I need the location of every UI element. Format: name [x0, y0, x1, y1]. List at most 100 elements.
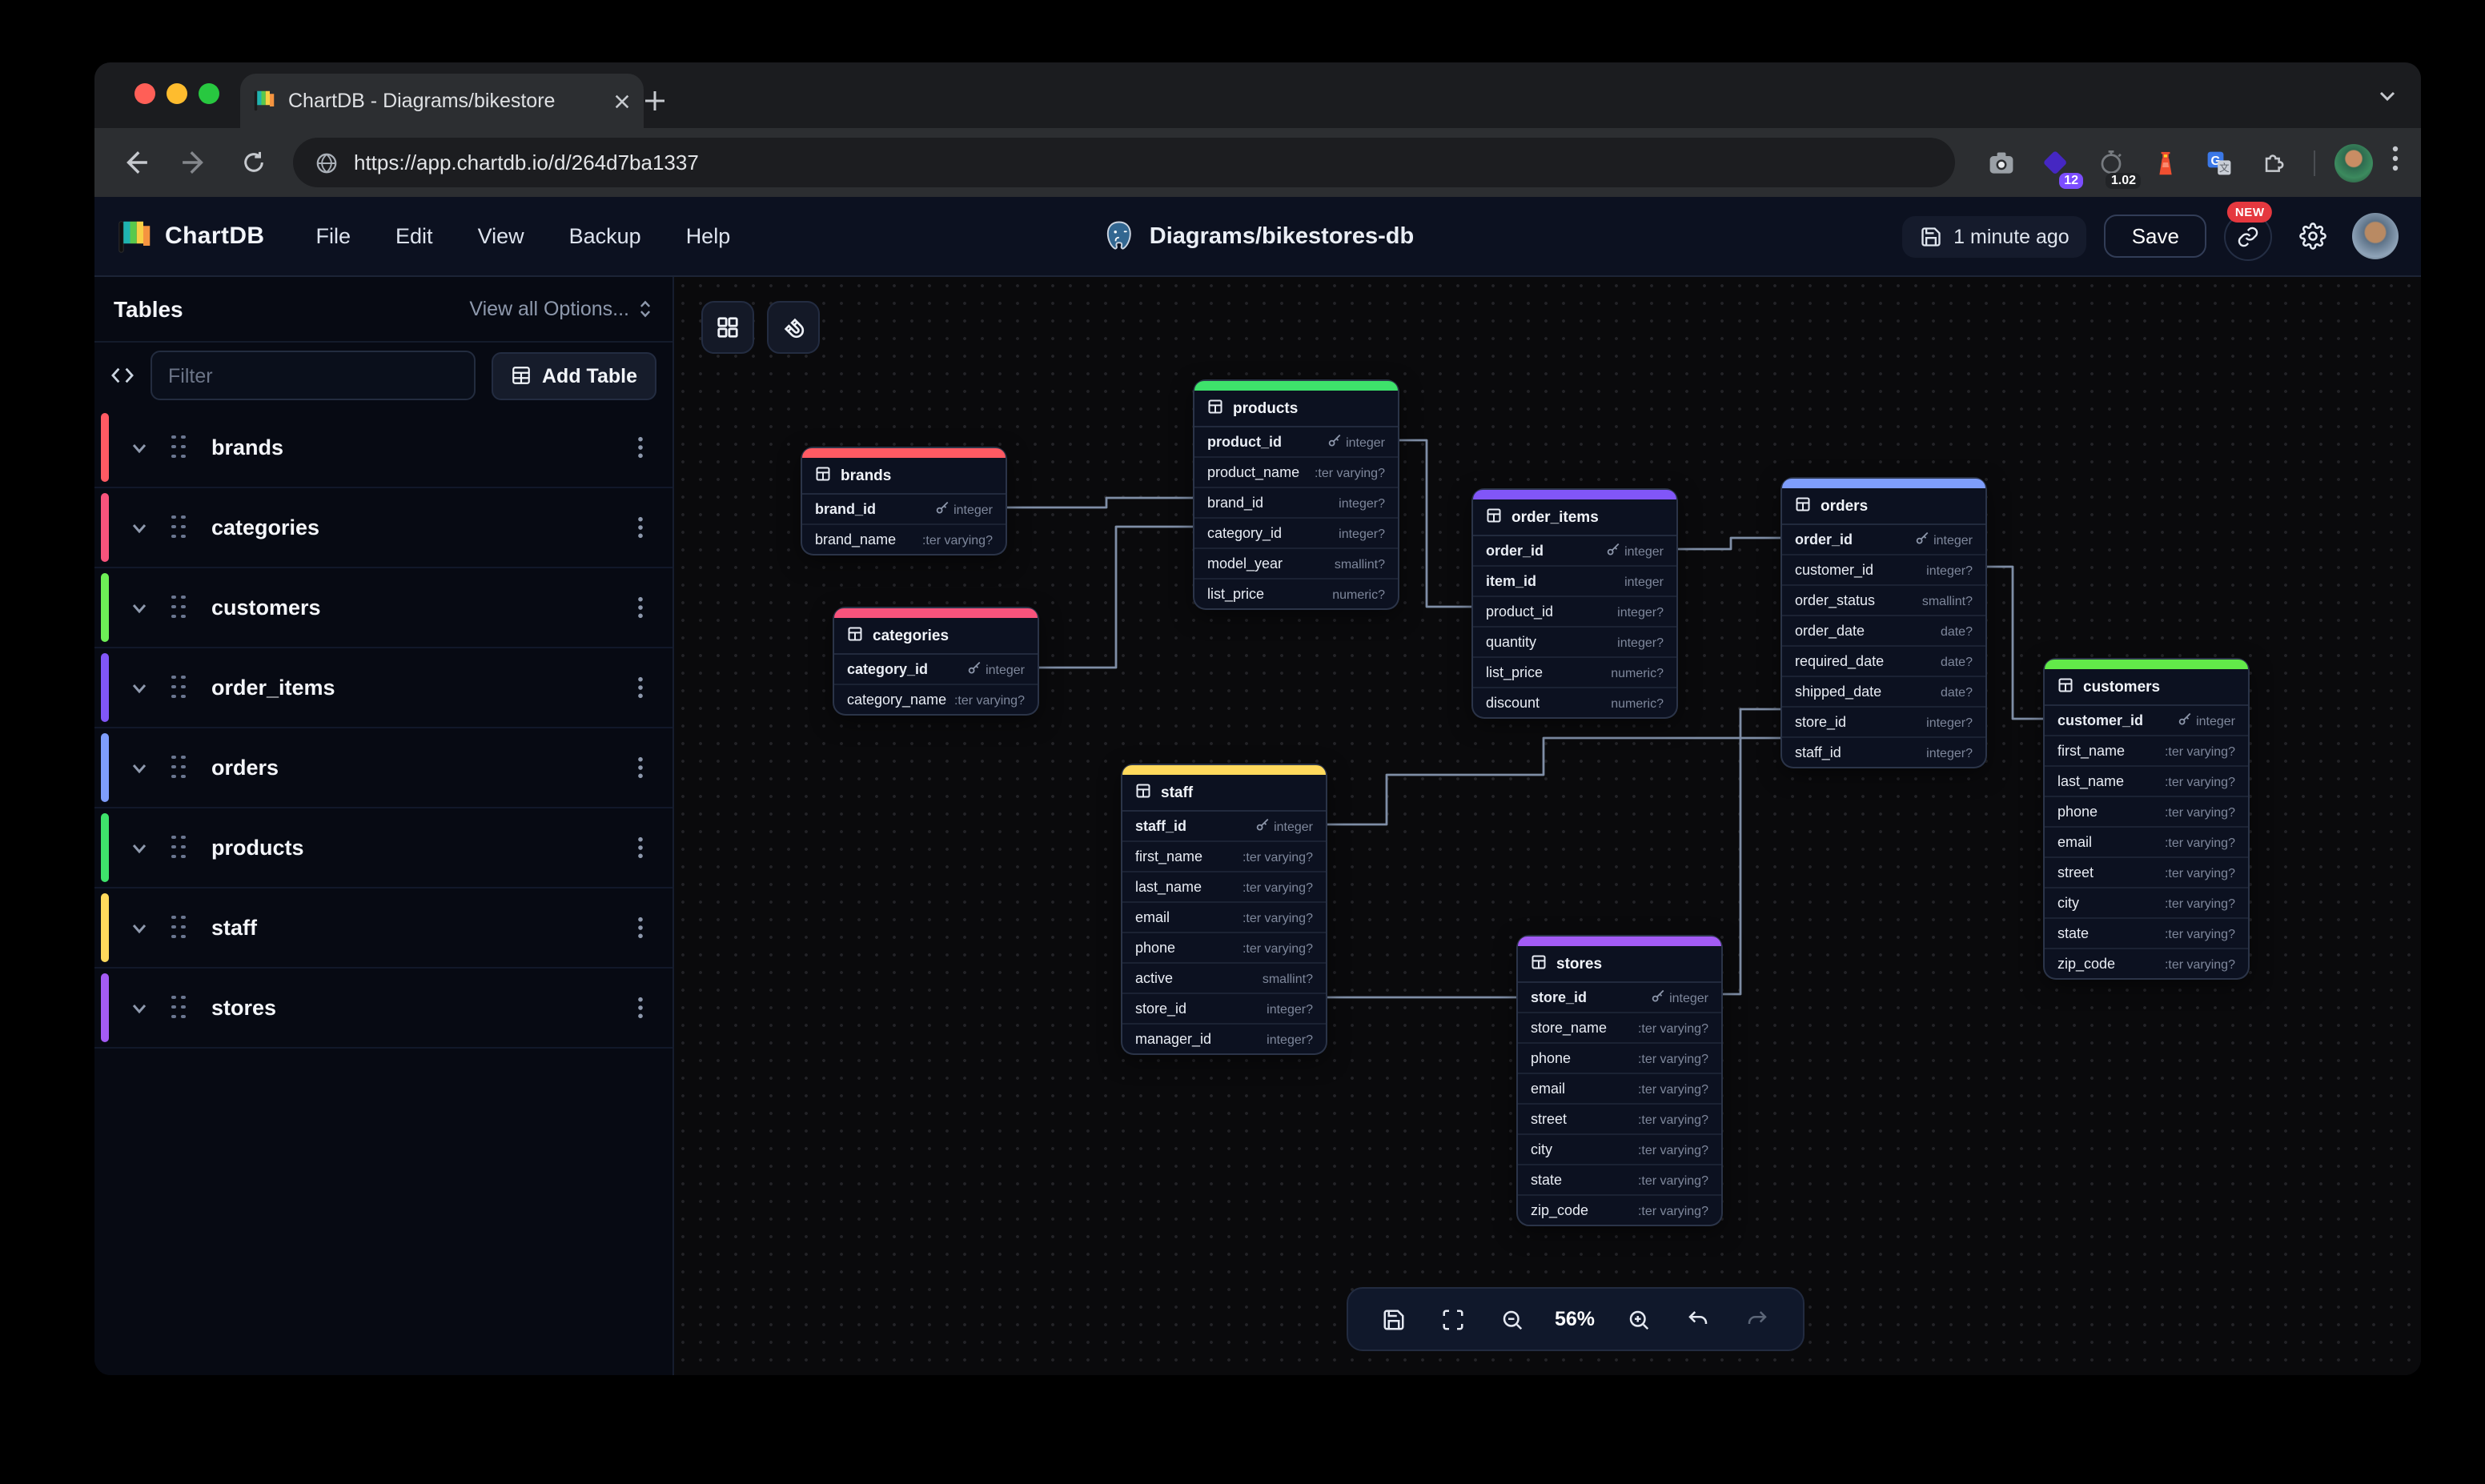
field-row-street[interactable]: street:ter varying? [1518, 1105, 1721, 1135]
add-table-button[interactable]: Add Table [491, 351, 656, 399]
edge-brands-products[interactable] [1006, 496, 1194, 509]
filter-input[interactable] [151, 351, 475, 400]
field-row-state[interactable]: state:ter varying? [2045, 919, 2248, 949]
field-row-staff_id[interactable]: staff_id integer [1122, 812, 1326, 842]
chevron-down-icon[interactable] [130, 918, 149, 937]
chevron-down-icon[interactable] [130, 838, 149, 857]
sidebar-item-staff[interactable]: staff [94, 888, 672, 969]
field-row-category_id[interactable]: category_id integer? [1194, 519, 1398, 549]
view-all-options-dropdown[interactable]: View all Options... [469, 298, 653, 320]
chevron-down-icon[interactable] [130, 998, 149, 1017]
back-button[interactable] [115, 143, 154, 182]
table-menu-icon[interactable] [637, 676, 644, 700]
purple-extension-icon[interactable]: 12 [2035, 142, 2083, 188]
share-link-button[interactable]: NEW [2224, 201, 2273, 260]
table-node-order_items[interactable]: order_items order_id integer item_id integer… [1473, 490, 1676, 717]
browser-menu-icon[interactable] [2392, 146, 2399, 179]
edge-orders-staff[interactable] [1326, 736, 1782, 826]
new-tab-button[interactable] [636, 82, 674, 120]
field-row-product_name[interactable]: product_name:ter varying? [1194, 458, 1398, 488]
zoom-out-button[interactable] [1482, 1289, 1541, 1350]
field-row-brand_name[interactable]: brand_name:ter varying? [802, 525, 1006, 554]
field-row-store_id[interactable]: store_id integer? [1122, 994, 1326, 1025]
field-row-store_id[interactable]: store_id integer [1518, 983, 1721, 1013]
field-row-required_date[interactable]: required_date date? [1782, 647, 1985, 677]
field-row-order_id[interactable]: order_id integer [1473, 536, 1676, 567]
chevron-down-icon[interactable] [130, 758, 149, 777]
edge-categories-products[interactable] [1038, 525, 1194, 669]
field-row-customer_id[interactable]: customer_id integer? [1782, 555, 1985, 586]
url-bar[interactable]: https://app.chartdb.io/d/264d7ba1337 [293, 138, 1955, 187]
field-row-city[interactable]: city:ter varying? [2045, 888, 2248, 919]
field-row-brand_id[interactable]: brand_id integer [802, 495, 1006, 525]
field-row-email[interactable]: email:ter varying? [1122, 903, 1326, 933]
field-row-brand_id[interactable]: brand_id integer? [1194, 488, 1398, 519]
chevron-down-icon[interactable] [130, 518, 149, 537]
sidebar-item-orders[interactable]: orders [94, 728, 672, 808]
tab-close-icon[interactable] [613, 92, 631, 110]
field-row-zip_code[interactable]: zip_code:ter varying? [1518, 1196, 1721, 1225]
menu-item-edit[interactable]: Edit [395, 224, 433, 248]
table-menu-icon[interactable] [637, 435, 644, 459]
field-row-last_name[interactable]: last_name:ter varying? [1122, 872, 1326, 903]
field-row-phone[interactable]: phone:ter varying? [1518, 1044, 1721, 1074]
field-row-zip_code[interactable]: zip_code:ter varying? [2045, 949, 2248, 978]
edge-products-order_items[interactable] [1398, 439, 1473, 608]
field-row-active[interactable]: active smallint? [1122, 964, 1326, 994]
drag-handle-icon[interactable] [171, 755, 187, 780]
canvas-snap-magnet-button[interactable] [767, 301, 820, 354]
drag-handle-icon[interactable] [171, 595, 187, 620]
reload-button[interactable] [234, 143, 272, 182]
settings-button[interactable] [2290, 214, 2334, 259]
field-row-store_name[interactable]: store_name:ter varying? [1518, 1013, 1721, 1044]
redo-button[interactable] [1727, 1289, 1786, 1350]
table-menu-icon[interactable] [637, 836, 644, 860]
diagram-canvas[interactable]: brands brand_id integer brand_name:ter vary… [674, 277, 2421, 1375]
field-row-phone[interactable]: phone:ter varying? [1122, 933, 1326, 964]
menu-item-help[interactable]: Help [685, 224, 731, 248]
field-row-product_id[interactable]: product_id integer [1194, 427, 1398, 458]
extensions-puzzle-icon[interactable] [2253, 142, 2294, 183]
field-row-customer_id[interactable]: customer_id integer [2045, 706, 2248, 736]
table-header[interactable]: stores [1518, 946, 1721, 983]
drag-handle-icon[interactable] [171, 515, 187, 540]
zoom-level[interactable]: 56% [1554, 1308, 1596, 1330]
chevron-down-icon[interactable] [130, 678, 149, 697]
table-header[interactable]: brands [802, 458, 1006, 495]
traffic-minimize-button[interactable] [167, 83, 187, 104]
save-diagram-button[interactable] [1363, 1289, 1423, 1350]
table-header[interactable]: staff [1122, 775, 1326, 812]
table-node-products[interactable]: products product_id integer product_name:te… [1194, 381, 1398, 608]
sidebar-item-brands[interactable]: brands [94, 408, 672, 488]
field-row-email[interactable]: email:ter varying? [2045, 828, 2248, 858]
table-header[interactable]: customers [2045, 669, 2248, 706]
table-node-staff[interactable]: staff staff_id integer first_name:ter varyi… [1122, 765, 1326, 1053]
field-row-discount[interactable]: discount numeric? [1473, 688, 1676, 717]
drag-handle-icon[interactable] [171, 435, 187, 460]
code-view-toggle[interactable] [110, 365, 134, 386]
forward-button[interactable] [175, 143, 213, 182]
table-menu-icon[interactable] [637, 756, 644, 780]
traffic-zoom-button[interactable] [199, 83, 219, 104]
table-node-customers[interactable]: customers customer_id integer first_name:te… [2045, 660, 2248, 978]
screenshot-extension-icon[interactable] [1981, 142, 2022, 183]
field-row-list_price[interactable]: list_price numeric? [1473, 658, 1676, 688]
lighthouse-extension-icon[interactable] [2144, 142, 2186, 183]
sidebar-item-customers[interactable]: customers [94, 568, 672, 648]
browser-profile-avatar[interactable] [2334, 143, 2373, 182]
save-button[interactable]: Save [2104, 215, 2206, 258]
field-row-order_date[interactable]: order_date date? [1782, 616, 1985, 647]
menu-item-backup[interactable]: Backup [568, 224, 641, 248]
sidebar-item-stores[interactable]: stores [94, 969, 672, 1049]
table-node-orders[interactable]: orders order_id integer customer_id integer?… [1782, 479, 1985, 767]
table-header[interactable]: products [1194, 391, 1398, 427]
translate-extension-icon[interactable]: G 文 [2198, 142, 2240, 183]
menu-item-file[interactable]: File [315, 224, 351, 248]
field-row-manager_id[interactable]: manager_id integer? [1122, 1025, 1326, 1053]
tab-search-button[interactable] [2370, 78, 2405, 114]
field-row-state[interactable]: state:ter varying? [1518, 1165, 1721, 1196]
table-header[interactable]: orders [1782, 488, 1985, 525]
drag-handle-icon[interactable] [171, 995, 187, 1021]
drag-handle-icon[interactable] [171, 915, 187, 941]
field-row-email[interactable]: email:ter varying? [1518, 1074, 1721, 1105]
